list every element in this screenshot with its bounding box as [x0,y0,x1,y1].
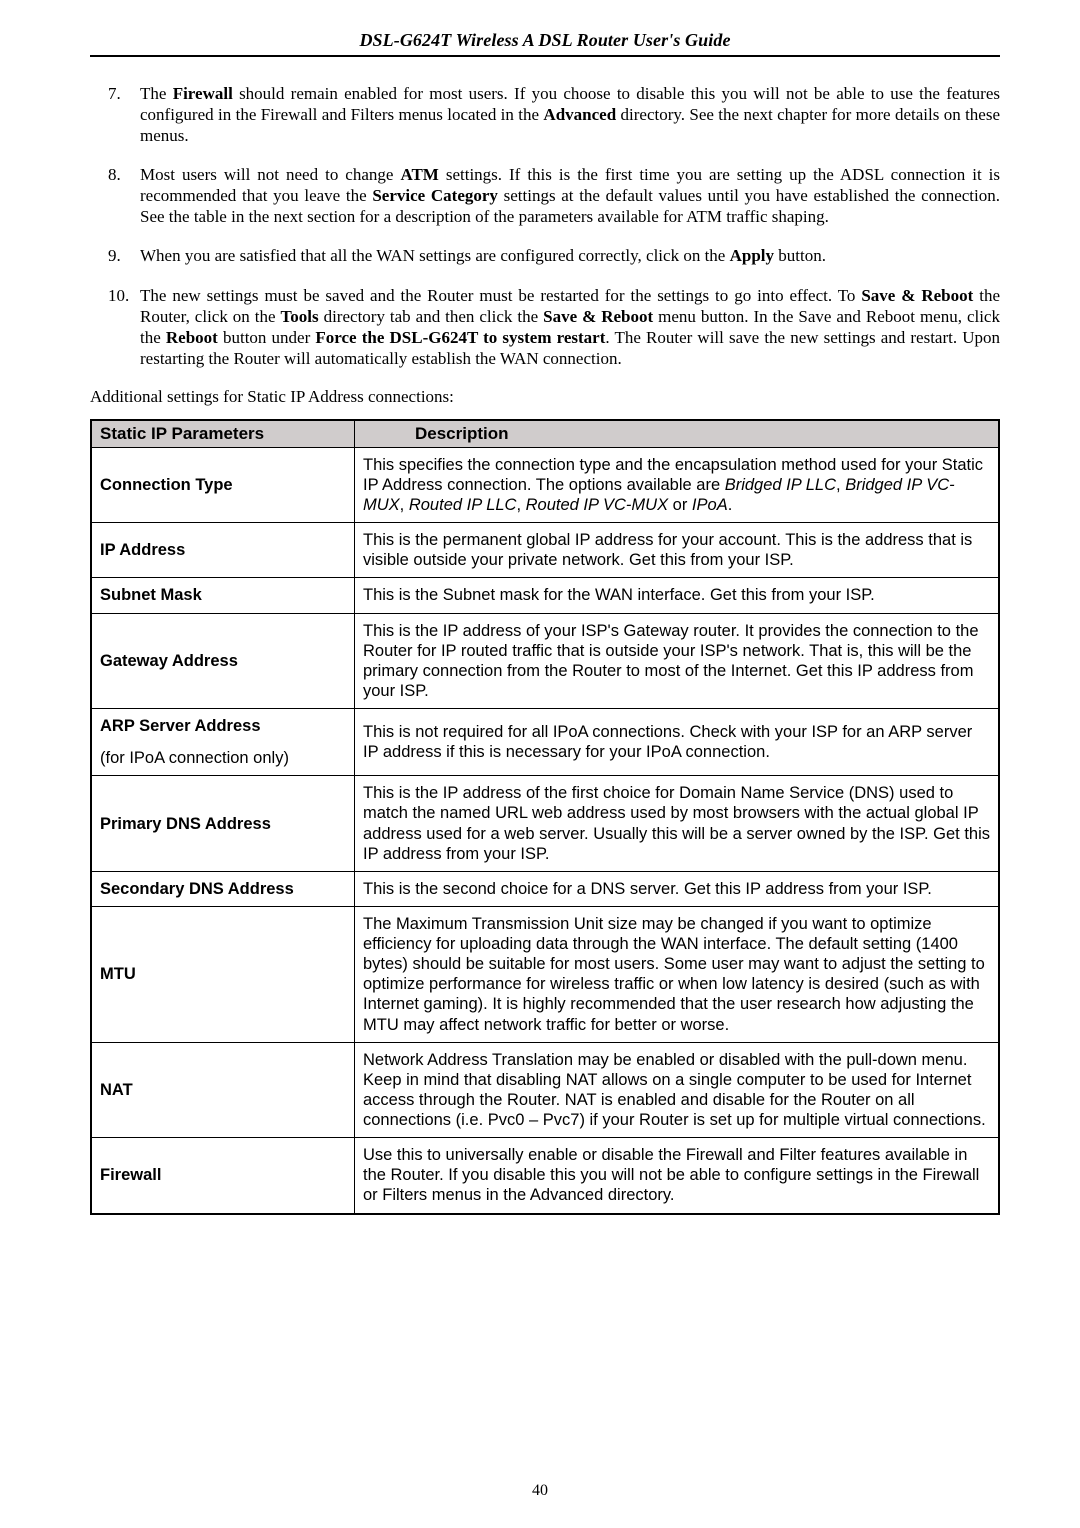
table-row: Subnet Mask This is the Subnet mask for … [91,578,999,613]
table-header-row: Static IP Parameters Description [91,420,999,448]
list-item: Most users will not need to change ATM s… [90,164,1000,227]
col-header-description: Description [355,420,1000,448]
col-header-parameters: Static IP Parameters [91,420,355,448]
param-desc: The Maximum Transmission Unit size may b… [355,906,1000,1042]
param-label: NAT [91,1042,355,1138]
param-label: Connection Type [91,447,355,522]
list-item: The Firewall should remain enabled for m… [90,83,1000,146]
page-title: DSL-G624T Wireless A DSL Router User's G… [90,30,1000,57]
param-label: MTU [91,906,355,1042]
param-desc: This is the second choice for a DNS serv… [355,871,1000,906]
param-desc: Use this to universally enable or disabl… [355,1138,1000,1214]
param-desc: This specifies the connection type and t… [355,447,1000,522]
param-desc: This is the Subnet mask for the WAN inte… [355,578,1000,613]
table-intro: Additional settings for Static IP Addres… [90,387,1000,407]
table-row: Connection Type This specifies the conne… [91,447,999,522]
list-item: The new settings must be saved and the R… [90,285,1000,369]
param-desc: This is the permanent global IP address … [355,523,1000,578]
param-label: Subnet Mask [91,578,355,613]
table-row: Secondary DNS Address This is the second… [91,871,999,906]
static-ip-parameters-table: Static IP Parameters Description Connect… [90,419,1000,1215]
page-number: 40 [0,1482,1080,1500]
param-label: Secondary DNS Address [91,871,355,906]
param-desc: Network Address Translation may be enabl… [355,1042,1000,1138]
param-desc: This is the IP address of the first choi… [355,776,1000,872]
numbered-list: The Firewall should remain enabled for m… [90,83,1000,369]
table-row: Firewall Use this to universally enable … [91,1138,999,1214]
param-label: Firewall [91,1138,355,1214]
table-row: IP Address This is the permanent global … [91,523,999,578]
table-row: MTU The Maximum Transmission Unit size m… [91,906,999,1042]
param-label: Gateway Address [91,613,355,709]
table-row: Primary DNS Address This is the IP addre… [91,776,999,872]
param-desc: This is not required for all IPoA connec… [355,709,1000,776]
table-row: ARP Server Address(for IPoA connection o… [91,709,999,776]
table-row: NAT Network Address Translation may be e… [91,1042,999,1138]
table-row: Gateway Address This is the IP address o… [91,613,999,709]
param-label: IP Address [91,523,355,578]
list-item: When you are satisfied that all the WAN … [90,245,1000,266]
param-desc: This is the IP address of your ISP's Gat… [355,613,1000,709]
param-label: ARP Server Address(for IPoA connection o… [91,709,355,776]
param-label: Primary DNS Address [91,776,355,872]
